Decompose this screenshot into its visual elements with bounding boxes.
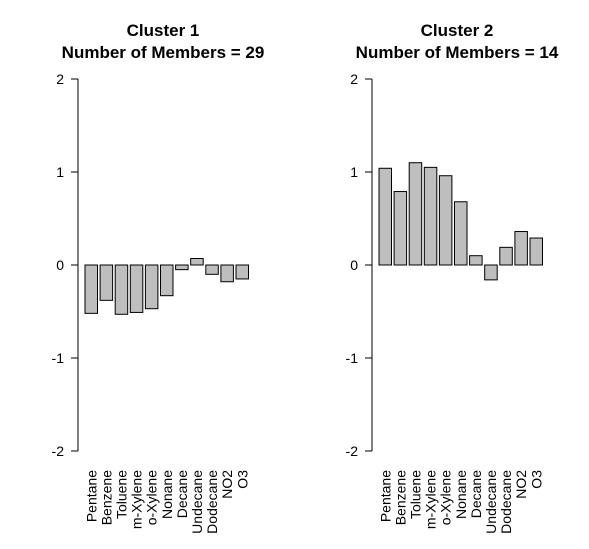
category-label: O3 [234,470,250,489]
category-label: Undecane [189,470,205,534]
category-label: Pentane [83,470,99,522]
y-tick-label: 2 [350,71,358,87]
bar-o-xylene [144,264,159,310]
category-label: Toluene [113,470,129,519]
bar-decane [469,255,483,266]
bar-no2 [220,264,234,283]
y-tick-label: -2 [346,443,359,459]
bar-nonane [160,264,174,297]
bar-undecane [190,257,204,266]
bar-m-xylene [423,166,438,266]
bar-no2 [514,231,528,266]
y-tick-label: 0 [56,257,64,273]
category-label: Undecane [483,470,499,534]
category-label: o-Xylene [438,470,454,525]
bar-toluene [408,162,423,266]
bar-benzene [393,191,408,266]
category-label: m-Xylene [129,470,145,529]
cluster-2-panel: Cluster 2 Number of Members = 14 -2 -1 0 1 2… [346,21,559,534]
y-tick-label: 2 [56,71,64,87]
cluster-1-panel: Cluster 1 Number of Members = 29 -2 -1 0 1 2… [52,21,265,534]
bar-undecane [484,264,498,281]
y-tick-label: -2 [52,443,65,459]
y-tick-label: 1 [350,164,358,180]
category-label: Decane [468,470,484,518]
category-label: Benzene [98,470,114,525]
bar-dodecane [205,264,219,275]
bar-decane [175,264,189,271]
bar-pentane [84,264,98,314]
category-label: Benzene [392,470,408,525]
bar-dodecane [499,246,513,266]
bar-pentane [378,167,392,266]
cluster-1-title: Cluster 1 [127,21,200,40]
cluster-2-subtitle: Number of Members = 14 [356,43,559,62]
bar-nonane [454,201,468,266]
bar-o3 [529,237,543,266]
category-label: Pentane [377,470,393,522]
category-label: Dodecane [204,470,220,534]
category-label: Nonane [159,470,175,519]
y-tick-label: 1 [56,164,64,180]
bar-m-xylene [129,264,144,313]
y-tick-label: -1 [52,350,65,366]
category-label: Nonane [453,470,469,519]
y-tick-label: -1 [346,350,359,366]
category-label: o-Xylene [144,470,160,525]
bar-o-xylene [438,175,453,266]
cluster-2-title: Cluster 2 [421,21,494,40]
cluster-1-subtitle: Number of Members = 29 [62,43,265,62]
bar-toluene [114,264,129,315]
category-label: Decane [174,470,190,518]
category-label: Dodecane [498,470,514,534]
category-label: m-Xylene [423,470,439,529]
y-tick-label: 0 [350,257,358,273]
bar-o3 [235,264,249,280]
category-label: O3 [528,470,544,489]
category-label: Toluene [407,470,423,519]
category-label: NO2 [513,470,529,499]
category-label: NO2 [219,470,235,499]
bar-benzene [99,264,114,301]
